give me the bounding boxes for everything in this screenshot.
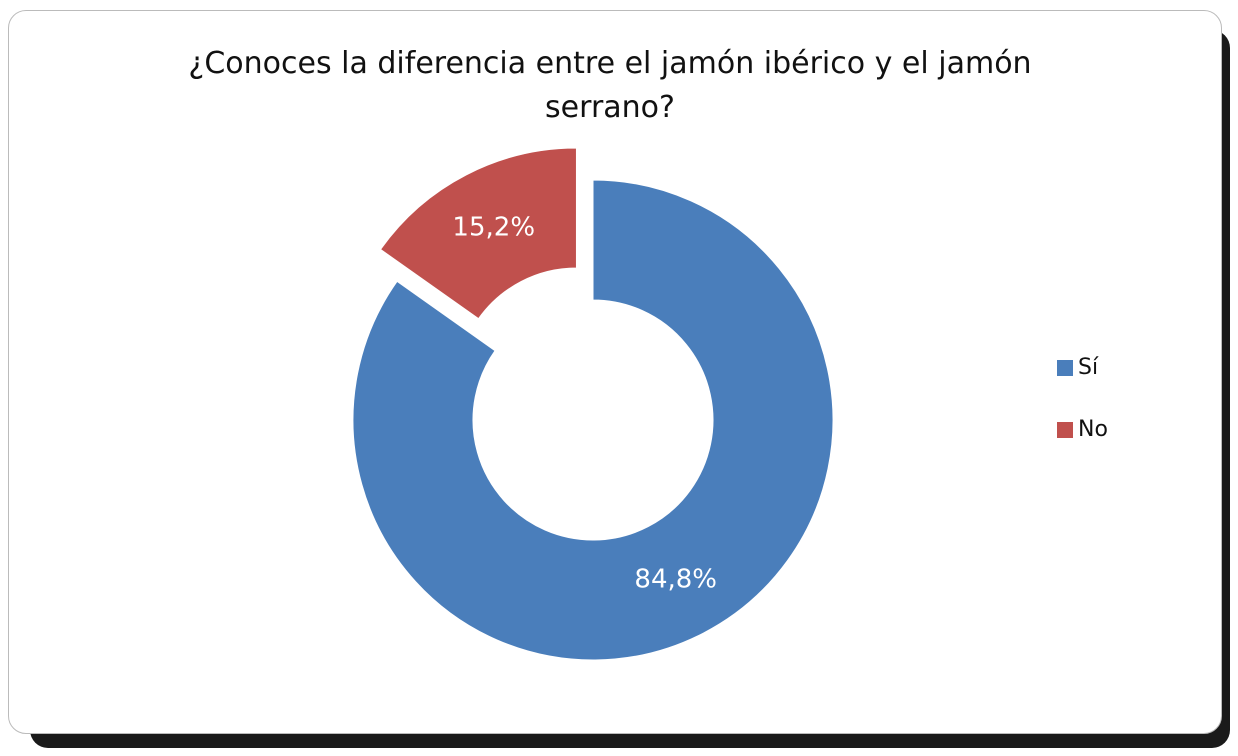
legend-swatch [1057,360,1073,376]
data-label: 15,2% [452,213,535,243]
chart-title: ¿Conoces la diferencia entre el jamón ib… [188,46,1032,125]
donut-segment [379,147,577,320]
donut-segment [352,179,834,661]
data-label: 84,8% [634,564,717,594]
legend-label: No [1078,417,1108,442]
legend-label: Sí [1078,355,1099,380]
legend-swatch [1057,422,1073,438]
